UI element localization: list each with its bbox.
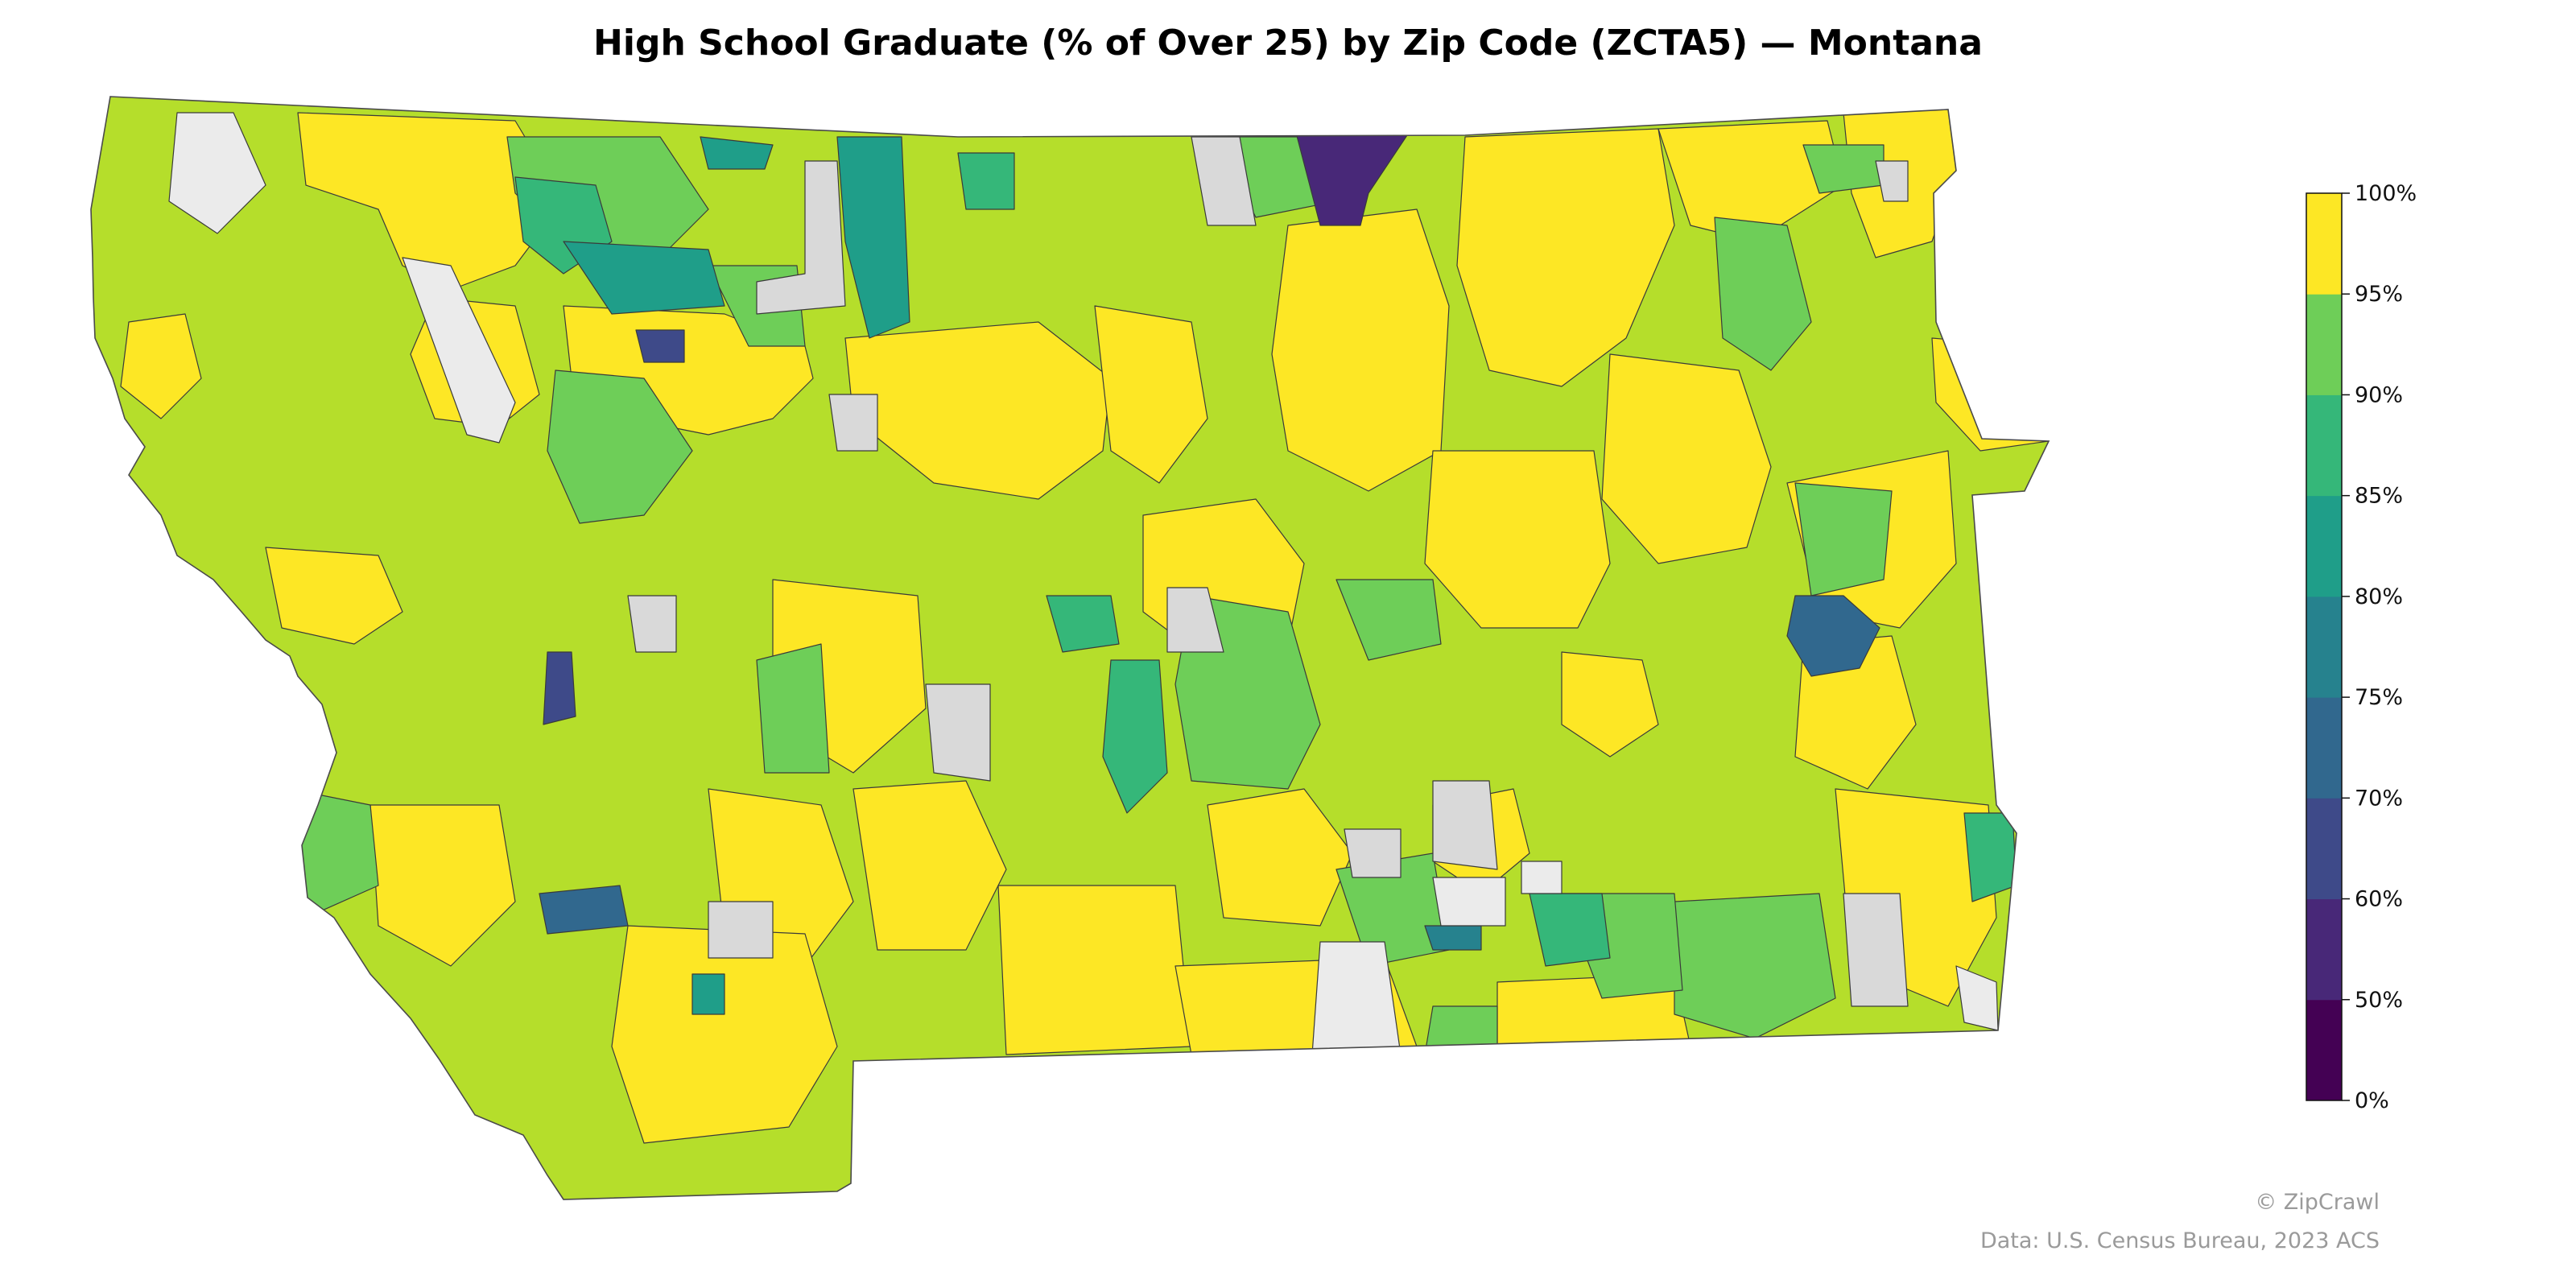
zcta-region xyxy=(1207,788,1353,927)
zcta-region xyxy=(1335,579,1442,661)
colorbar-segment xyxy=(2306,394,2342,497)
colorbar-tick-label: 100% xyxy=(2355,181,2417,206)
colorbar-segment xyxy=(2306,798,2342,900)
data-source-credit: Data: U.S. Census Bureau, 2023 ACS xyxy=(1979,1228,2380,1253)
colorbar-segment xyxy=(2306,495,2342,597)
zcta-region xyxy=(635,329,685,363)
zcta-region xyxy=(756,643,830,774)
zcta-region xyxy=(1657,120,1844,242)
zcta-region xyxy=(1046,595,1120,653)
colorbar-segment xyxy=(2306,697,2342,799)
zcta-region xyxy=(700,136,774,170)
zcta-region xyxy=(1094,305,1208,484)
zcta-region xyxy=(1424,1005,1498,1055)
colorbar-tick-label: 50% xyxy=(2355,988,2403,1013)
zcta-region xyxy=(1424,450,1611,629)
colorbar-segment xyxy=(2306,999,2342,1101)
colorbar-tick-label: 90% xyxy=(2355,382,2403,407)
zcta-region xyxy=(852,780,1007,951)
colorbar-tick-label: 75% xyxy=(2355,685,2403,710)
zcta-region xyxy=(168,112,266,234)
zcta-region xyxy=(120,313,202,419)
colorbar-tick-label: 0% xyxy=(2355,1088,2389,1113)
zcta-region xyxy=(1674,893,1836,1039)
zcta-region xyxy=(1875,160,1909,202)
zcta-region xyxy=(925,683,991,782)
zcta-region xyxy=(369,804,516,967)
zcta-region xyxy=(828,394,878,452)
colorbar-tick-label: 70% xyxy=(2355,786,2403,811)
colorbar-segment xyxy=(2306,898,2342,1001)
zcta-region xyxy=(997,885,1192,1055)
zcta-region xyxy=(1529,893,1611,967)
zcta-region xyxy=(1102,659,1168,814)
brand-credit: © ZipCrawl xyxy=(2255,1190,2380,1215)
zcta-region xyxy=(708,901,774,959)
zcta-region xyxy=(1601,353,1772,564)
map-title: High School Graduate (% of Over 25) by Z… xyxy=(593,23,1983,64)
zcta-region xyxy=(691,973,725,1015)
colorbar-tick-label: 60% xyxy=(2355,887,2403,912)
zcta-region xyxy=(1432,780,1498,870)
zcta-region xyxy=(547,369,693,524)
colorbar-segment xyxy=(2306,193,2342,295)
colorbar-segment xyxy=(2306,294,2342,395)
zcta-region xyxy=(1191,136,1257,226)
montana-state-outline xyxy=(90,96,2050,1200)
zcta-region xyxy=(1311,941,1402,1055)
zcta-region xyxy=(756,160,846,315)
zcta-region xyxy=(611,925,838,1144)
zcta-region xyxy=(1561,651,1659,758)
zcta-region xyxy=(1432,877,1506,927)
zcta-region xyxy=(836,136,910,339)
zcta-region xyxy=(543,651,576,725)
colorbar-tick-label: 95% xyxy=(2355,282,2403,307)
zcta-region xyxy=(1521,861,1563,894)
colorbar-tick-label: 80% xyxy=(2355,584,2403,609)
zcta-region xyxy=(1843,893,1909,1007)
zcta-region xyxy=(1794,482,1893,597)
zcta-region xyxy=(402,257,516,444)
zcta-region xyxy=(1271,208,1450,492)
zcta-region xyxy=(957,152,1015,210)
colorbar-frame xyxy=(2306,192,2343,1101)
zcta-region xyxy=(1166,587,1224,653)
zcta-region xyxy=(1714,217,1812,371)
zcta-region xyxy=(1786,595,1880,677)
zcta-region xyxy=(627,595,677,653)
zcta-region xyxy=(1424,925,1482,951)
zcta-region xyxy=(1456,128,1675,387)
colorbar-legend: 0% 50% 60% 70% 75% 80% 85% 90% 95% 100% xyxy=(2306,181,2417,1113)
zcta-region xyxy=(1963,812,2017,902)
zcta-region xyxy=(563,241,725,315)
colorbar-tick-label: 85% xyxy=(2355,484,2403,509)
zcta-region xyxy=(265,547,403,645)
zcta-region xyxy=(1344,828,1402,878)
colorbar-segment xyxy=(2306,596,2342,698)
zcta-region xyxy=(539,885,629,935)
